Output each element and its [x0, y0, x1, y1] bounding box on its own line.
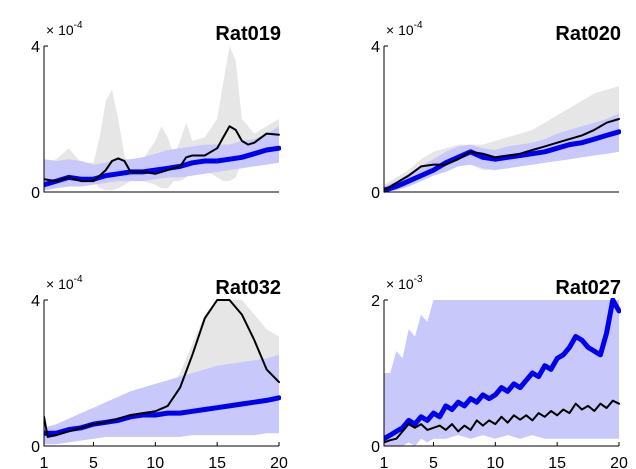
- y-multiplier-label: × 10-3: [386, 274, 423, 292]
- y-tick-label: 4: [31, 39, 40, 56]
- y-exponent: -4: [74, 274, 83, 285]
- x-tick-label: 10: [146, 455, 164, 469]
- y-tick-label: 0: [371, 185, 380, 202]
- x-tick-label: 20: [610, 455, 628, 469]
- chart-panel-3: 021 5 10 15 20× 10-3 Rat027: [371, 274, 628, 469]
- y-tick-label: 4: [31, 293, 40, 310]
- y-exponent: -4: [74, 20, 83, 31]
- y-tick-label: 0: [31, 439, 40, 456]
- y-multiplier-label: × 10-4: [386, 20, 423, 38]
- chart-panel-0: 0 4 × 10-4 Rat019: [31, 20, 281, 202]
- blue-series-line: [384, 298, 621, 442]
- x-tick-label: 5: [429, 455, 438, 469]
- blue-confidence-band: [44, 354, 279, 445]
- blue-series-line: [44, 145, 281, 188]
- x-tick-label: 1: [40, 455, 49, 469]
- y-exponent: -4: [414, 20, 423, 31]
- y-exponent: -3: [414, 274, 423, 285]
- y-tick-label: 0: [31, 185, 40, 202]
- y-multiplier-label: × 10-4: [46, 20, 83, 38]
- x-tick-label: 10: [486, 455, 504, 469]
- x-tick-label: 15: [208, 455, 226, 469]
- panel-title: Rat032: [215, 277, 281, 299]
- blue-series-line: [384, 129, 621, 193]
- chart-panel-2: 041 5 10 15 20× 10-4 Rat032: [31, 274, 288, 469]
- black-series-line: [384, 399, 620, 444]
- x-tick-label: 5: [89, 455, 98, 469]
- x-tick-label: 15: [548, 455, 566, 469]
- y-tick-label: 0: [371, 439, 380, 456]
- panel-title: Rat020: [555, 23, 621, 45]
- blue-confidence-band: [384, 113, 619, 192]
- black-series-line: [384, 118, 620, 192]
- y-multiplier-label: × 10-4: [46, 274, 83, 292]
- panel-title: Rat027: [555, 277, 621, 299]
- panel-title: Rat019: [215, 23, 281, 45]
- y-tick-label: 4: [371, 39, 380, 56]
- black-series-line: [44, 125, 280, 183]
- y-tick-label: 2: [371, 293, 380, 310]
- chart-panel-1: 0 4 × 10-4 Rat020: [371, 20, 621, 202]
- x-tick-label: 20: [270, 455, 288, 469]
- black-series-line: [44, 299, 280, 438]
- x-tick-label: 1: [380, 455, 389, 469]
